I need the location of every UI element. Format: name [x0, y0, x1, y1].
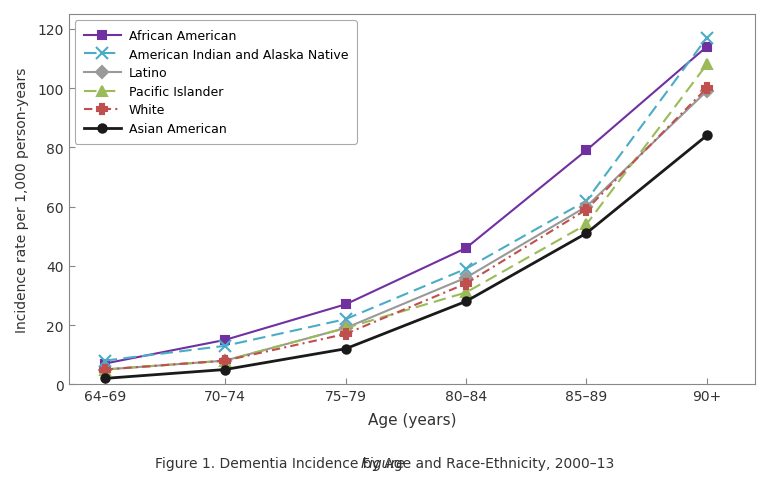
Latino — [341, 325, 350, 331]
Y-axis label: Incidence rate per 1,000 person-years: Incidence rate per 1,000 person-years — [15, 67, 29, 332]
Asian American — [461, 299, 470, 305]
Line: Pacific Islander: Pacific Islander — [100, 60, 711, 374]
Line: White: White — [100, 84, 711, 374]
White — [220, 358, 229, 364]
American Indian and Alaska Native — [582, 198, 591, 204]
White — [461, 281, 470, 287]
X-axis label: Age (years): Age (years) — [367, 412, 456, 427]
White — [341, 331, 350, 337]
African American — [220, 337, 229, 343]
American Indian and Alaska Native — [220, 343, 229, 349]
Pacific Islander — [461, 290, 470, 296]
Line: Asian American: Asian American — [101, 132, 711, 383]
Asian American — [702, 133, 711, 139]
Text: Figure 1. Dementia Incidence by Age and Race-Ethnicity, 2000–13: Figure 1. Dementia Incidence by Age and … — [156, 456, 614, 470]
Latino — [582, 204, 591, 210]
Asian American — [341, 346, 350, 352]
White — [100, 367, 109, 372]
Line: Latino: Latino — [101, 88, 711, 374]
African American — [702, 45, 711, 50]
Asian American — [582, 231, 591, 237]
American Indian and Alaska Native — [702, 36, 711, 41]
Line: African American: African American — [101, 43, 711, 368]
African American — [582, 148, 591, 154]
Pacific Islander — [100, 367, 109, 372]
Legend: African American, American Indian and Alaska Native, Latino, Pacific Islander, W: African American, American Indian and Al… — [75, 21, 357, 144]
Pacific Islander — [582, 222, 591, 228]
American Indian and Alaska Native — [341, 317, 350, 323]
Latino — [461, 275, 470, 281]
Asian American — [220, 367, 229, 372]
Pacific Islander — [702, 62, 711, 68]
Line: American Indian and Alaska Native: American Indian and Alaska Native — [99, 33, 712, 366]
American Indian and Alaska Native — [461, 266, 470, 272]
African American — [341, 302, 350, 308]
White — [582, 207, 591, 213]
American Indian and Alaska Native — [100, 358, 109, 364]
Asian American — [100, 376, 109, 382]
Latino — [220, 358, 229, 364]
Latino — [100, 367, 109, 372]
African American — [100, 361, 109, 367]
Text: Figure: Figure — [361, 456, 409, 470]
Pacific Islander — [341, 325, 350, 331]
Latino — [702, 89, 711, 95]
Pacific Islander — [220, 358, 229, 364]
White — [702, 86, 711, 92]
African American — [461, 246, 470, 252]
